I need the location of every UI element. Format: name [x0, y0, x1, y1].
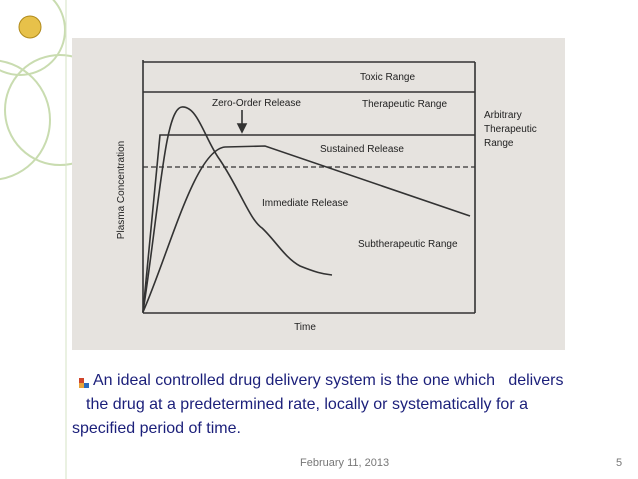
- x-axis-label: Time: [294, 322, 316, 333]
- body-text: specified period of time.: [72, 420, 241, 437]
- bullet: [79, 378, 89, 388]
- arrow-head: [236, 123, 248, 134]
- footer-date: February 11, 2013: [300, 457, 390, 469]
- label: Subtherapeutic Range: [358, 239, 458, 250]
- page-number: 5: [616, 457, 623, 469]
- label: Immediate Release: [262, 198, 349, 209]
- label: Sustained Release: [320, 144, 404, 155]
- label: Arbitrary: [484, 110, 522, 121]
- logo: [18, 15, 42, 39]
- label: Toxic Range: [360, 72, 415, 83]
- body-text: the drug at a predetermined rate, locall…: [86, 396, 528, 413]
- zero-order-curve: [142, 134, 475, 313]
- label: Therapeutic: [484, 124, 537, 135]
- body-text: An ideal controlled drug delivery system…: [93, 372, 564, 389]
- label: Therapeutic Range: [362, 99, 447, 110]
- immediate-curve: [142, 106, 333, 313]
- label: Range: [484, 138, 514, 149]
- label: Zero-Order Release: [212, 98, 301, 109]
- sustained-curve: [142, 145, 471, 313]
- figure: Toxic Range Zero-Order Release Therapeut…: [116, 60, 537, 333]
- y-axis-label: Plasma Concentration: [116, 141, 127, 239]
